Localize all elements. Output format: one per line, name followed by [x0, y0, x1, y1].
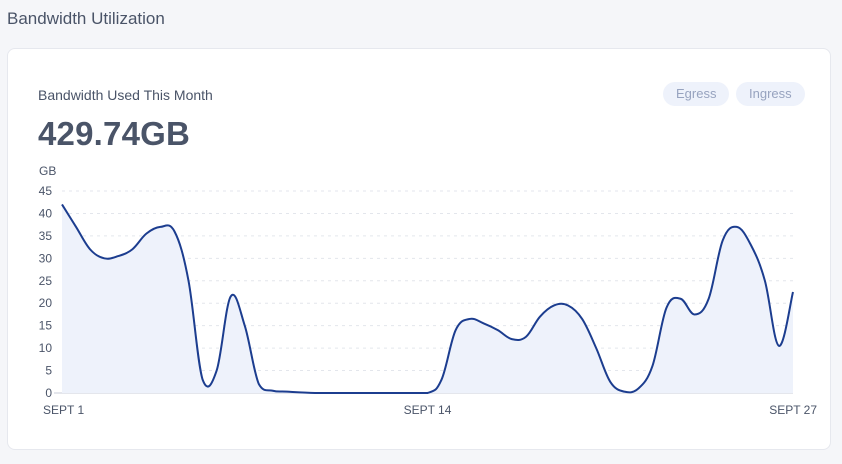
y-tick-label: 30	[39, 251, 53, 265]
y-tick-label: 10	[39, 341, 53, 355]
y-tick-label: 0	[45, 386, 52, 400]
egress-toggle-button[interactable]: Egress	[663, 82, 730, 106]
y-axis-ticks: 0 5 10 15 20 25 30 35 40 45	[39, 184, 53, 400]
y-tick-label: 5	[45, 364, 52, 378]
x-axis-ticks: SEPT 1 SEPT 14 SEPT 27	[43, 403, 817, 417]
x-tick-label: SEPT 27	[769, 403, 817, 417]
x-tick-label: SEPT 1	[43, 403, 84, 417]
y-tick-label: 25	[39, 274, 53, 288]
x-tick-label: SEPT 14	[404, 403, 452, 417]
y-tick-label: 45	[39, 184, 53, 198]
page-title: Bandwidth Utilization	[7, 9, 165, 28]
y-tick-label: 40	[39, 206, 53, 220]
y-tick-label: 15	[39, 319, 53, 333]
ingress-toggle-button[interactable]: Ingress	[736, 82, 805, 106]
bandwidth-used-label: Bandwidth Used This Month	[38, 87, 213, 103]
y-tick-label: 20	[39, 296, 53, 310]
y-axis-label: GB	[39, 164, 56, 178]
bandwidth-area-fill	[62, 204, 793, 393]
y-tick-label: 35	[39, 229, 53, 243]
bandwidth-series-line	[61, 203, 794, 394]
bandwidth-total-value: 429.74GB	[38, 115, 191, 152]
